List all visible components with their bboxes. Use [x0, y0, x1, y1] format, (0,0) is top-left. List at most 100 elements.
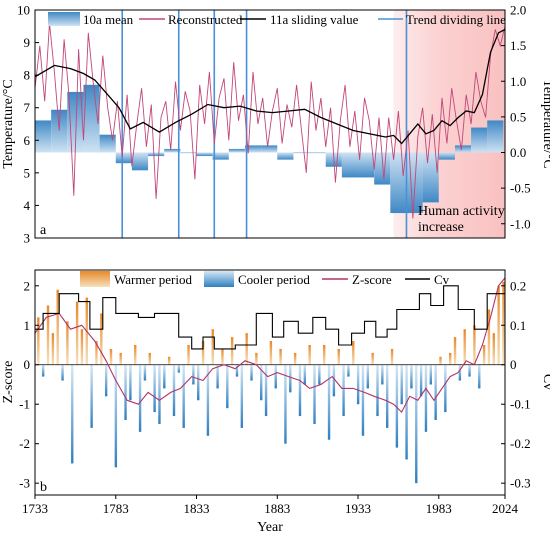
panel-b-ytick-right-label: 0: [510, 357, 517, 372]
warmer-period-bar: [492, 333, 495, 365]
panel-a-ytick-right-label: 0.0: [510, 145, 526, 160]
warmer-period-bar: [100, 313, 103, 365]
panel-a-ytick-left-label: 10: [17, 3, 30, 18]
warmer-period-bar: [473, 325, 476, 365]
panel-b-ylabel-right: Cv: [540, 374, 550, 390]
panel-a-ytick-right-label: -1.0: [510, 216, 531, 231]
legend-label-zscore: Z-score: [352, 272, 392, 287]
cooler-period-bar: [197, 364, 200, 401]
panel-a-ytick-right-label: 0.5: [510, 109, 526, 124]
cooler-period-bar: [143, 364, 147, 381]
cooler-period-bar: [71, 364, 74, 464]
cooler-period-bar: [419, 364, 423, 397]
legend-label-cooler: Cooler period: [238, 272, 310, 287]
warmer-period-bar: [95, 341, 98, 365]
decadal-mean-bar: [277, 152, 294, 160]
panel-b-ytick-left-label: -1: [19, 397, 30, 412]
cooler-period-bar: [395, 364, 399, 448]
panel-a-ytick-left-label: 5: [24, 165, 31, 180]
warmer-period-bar: [167, 356, 171, 365]
cooler-period-bar: [274, 364, 277, 389]
cooler-period-bar: [158, 364, 161, 424]
warmer-period-bar: [66, 321, 69, 365]
decadal-mean-bar: [454, 145, 472, 153]
cv-line: [35, 285, 505, 350]
cooler-period-bar: [478, 364, 481, 389]
warmer-period-bar: [109, 348, 113, 365]
warmer-period-bar: [463, 329, 466, 365]
panel-b-series-lines: [35, 277, 505, 414]
cooler-period-bar: [405, 364, 408, 460]
cooler-period-bar: [206, 364, 210, 436]
warmer-period-bar: [37, 317, 40, 365]
decadal-mean-bar: [422, 152, 439, 203]
zscore-line: [35, 277, 505, 414]
cooler-period-bar: [376, 364, 379, 417]
cooler-period-bar: [240, 364, 244, 428]
decadal-mean-bar: [131, 152, 149, 171]
cooler-period-bar: [138, 364, 142, 432]
cooler-period-bar: [114, 364, 118, 468]
cooler-period-bar: [347, 364, 350, 377]
cooler-period-bar: [153, 364, 156, 413]
legend-label-trend: Trend dividing line: [406, 12, 506, 27]
warmer-period-bar: [148, 352, 151, 365]
cooler-period-bar: [468, 364, 471, 377]
warmer-period-bar: [482, 345, 486, 365]
panel-a-ytick-right-label: -0.5: [510, 181, 531, 196]
panel-a-ytick-left-label: 7: [24, 100, 31, 115]
cooler-period-bar: [342, 364, 345, 417]
panel-a: 3 4 5 6 7 8 9 10 -1.0 -0.5 0.0 0.5 1.0 1.5 2.0 10a mea…: [1, 3, 550, 246]
panel-b-ylabel-left: Z-score: [1, 361, 16, 404]
cooler-period-bar: [366, 364, 370, 389]
panel-b-frame: [34, 269, 506, 496]
panel-a-ylabel-left: Temperature/°C: [1, 79, 16, 168]
warmer-period-bar: [371, 352, 374, 365]
panel-b-xtick-label: 1883: [264, 501, 290, 516]
panel-b-ytick-right-label: -0.2: [510, 436, 531, 451]
decadal-mean-bar: [164, 148, 181, 153]
warmer-period-bar: [211, 329, 214, 365]
warmer-period-bar: [255, 352, 258, 365]
legend-swatch-10a-mean: [48, 12, 80, 26]
decadal-mean-bar: [358, 152, 375, 178]
warmer-period-bar: [75, 301, 79, 365]
decadal-mean-bar: [471, 127, 488, 153]
panel-a-ytick-right-label: 2.0: [510, 3, 526, 18]
warmer-period-bar: [497, 285, 500, 365]
reconstructed-line: [35, 22, 505, 219]
panel-a-ytick-left-label: 9: [24, 35, 31, 50]
cooler-period-bar: [410, 364, 413, 389]
panel-b: -3 -2 -1 0 1 2 -0.3 -0.2 -0.1 0 0.1 0.2 1733 1783 1833…: [1, 269, 550, 535]
decadal-mean-bar: [374, 152, 391, 185]
warmer-period-bar: [390, 348, 394, 365]
cooler-period-bar: [192, 364, 195, 385]
warmer-period-bar: [448, 352, 452, 365]
warmer-period-bar: [439, 356, 442, 365]
cooler-period-bar: [177, 364, 181, 373]
cooler-period-bar: [385, 364, 389, 428]
warmer-period-bar: [337, 348, 340, 365]
panel-a-series-lines: [35, 22, 505, 219]
panel-b-ytick-right-label: 0.1: [510, 318, 526, 333]
warmer-period-bar: [51, 333, 55, 365]
cooler-period-bar: [182, 364, 185, 428]
panel-b-ticks: -3 -2 -1 0 1 2 -0.3 -0.2 -0.1 0 0.1 0.2 1733 1783 1833…: [19, 278, 530, 516]
cooler-period-bar: [260, 364, 263, 401]
panel-b-zscore-bars: [35, 281, 505, 484]
cooler-period-bar: [104, 364, 108, 397]
panel-a-label: a: [40, 223, 47, 238]
cooler-period-bar: [163, 364, 166, 389]
warmer-period-bar: [201, 341, 205, 365]
decadal-mean-bar: [35, 120, 52, 153]
panel-a-ytick-left-label: 3: [24, 231, 31, 246]
warmer-period-bar: [487, 309, 491, 365]
warmer-period-bar: [352, 341, 355, 365]
panel-a-ytick-left-label: 4: [24, 198, 31, 213]
panel-b-xtick-label: 1733: [22, 501, 48, 516]
panel-b-label: b: [40, 480, 47, 495]
decadal-mean-bar: [390, 152, 407, 214]
panel-a-ytick-left-label: 8: [24, 68, 31, 83]
panel-b-ytick-right-label: -0.3: [510, 476, 531, 491]
panel-b-ytick-left-label: 2: [24, 278, 31, 293]
